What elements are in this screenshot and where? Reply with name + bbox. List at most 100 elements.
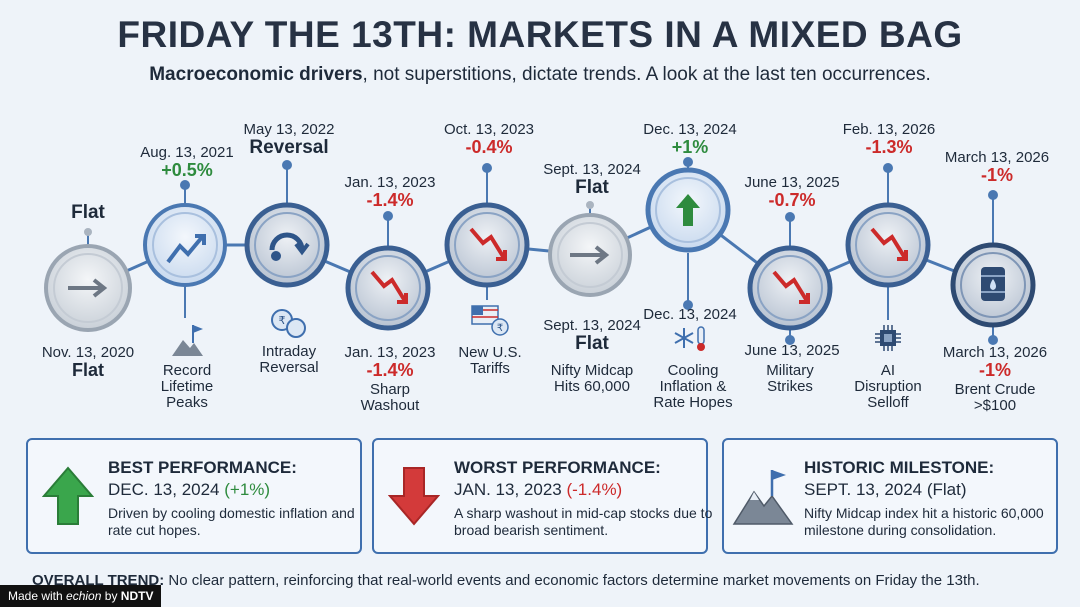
node-oct-2023: [444, 202, 530, 288]
event-description: Brent Crude >$100: [954, 381, 1036, 415]
event-date: May 13, 2022: [243, 121, 335, 138]
event-date: Jan. 13, 2023: [344, 344, 436, 361]
event-sept-2024-desc: Nifty Midcap Hits 60,000: [540, 362, 644, 396]
event-value: Flat: [575, 177, 609, 199]
event-june-2025-desc: Military Strikes: [755, 362, 825, 395]
worst-performance-card: WORST PERFORMANCE: JAN. 13, 2023 (-1.4%)…: [372, 438, 712, 554]
event-nov-2020-top: Flat: [13, 202, 163, 224]
svg-text:₹: ₹: [279, 314, 286, 327]
event-value: Flat: [71, 202, 105, 223]
event-value: -1.3%: [865, 137, 913, 158]
event-june-2025-bottom: June 13, 2025: [717, 342, 867, 359]
card-change: (+1%): [224, 480, 271, 499]
event-aug-2021-top: Aug. 13, 2021 +0.5%: [112, 144, 262, 181]
event-description: Cooling Inflation & Rate Hopes: [653, 362, 733, 412]
node-nov-2020: [44, 244, 132, 332]
event-oct-2023-desc: New U.S. Tariffs: [450, 344, 530, 378]
event-dec-2024-bottom: Dec. 13, 2024: [615, 306, 765, 323]
event-sept-2024-bottom: Sept. 13, 2024 Flat: [517, 317, 667, 355]
event-march-2026-bottom: March 13, 2026 -1%: [920, 344, 1070, 381]
event-date: June 13, 2025: [744, 342, 840, 359]
event-date: March 13, 2026: [942, 344, 1048, 361]
node-june-2025: [747, 245, 833, 331]
node-aug-2021: [143, 203, 227, 287]
timeline-line: [87, 208, 991, 290]
event-date: Dec. 13, 2024: [643, 306, 737, 323]
event-feb-2026-desc: AI Disruption Selloff: [848, 362, 928, 412]
green-up-arrow-icon: [42, 466, 94, 525]
chip-icon: [875, 325, 901, 351]
event-date: Sept. 13, 2024: [543, 161, 641, 178]
best-performance-card: BEST PERFORMANCE: DEC. 13, 2024 (+1%) Dr…: [26, 438, 362, 554]
event-value: +1%: [671, 137, 709, 158]
event-jan-2023-bottom: Jan. 13, 2023 -1.4%: [315, 344, 465, 381]
subtitle-lead: Macroeconomic drivers: [149, 64, 363, 85]
footer-label: OVERALL TREND:: [32, 572, 165, 589]
node-may-2022: [244, 202, 330, 288]
event-value: -1.4%: [366, 360, 414, 381]
event-value: -0.7%: [768, 190, 816, 211]
card-heading: BEST PERFORMANCE:: [108, 458, 297, 477]
event-value: Flat: [71, 360, 104, 381]
historic-milestone-card: HISTORIC MILESTONE: SEPT. 13, 2024 (Flat…: [722, 438, 1058, 554]
card-date-text: JAN. 13, 2023: [454, 480, 562, 499]
card-date-text: SEPT. 13, 2024 (Flat): [804, 480, 967, 499]
badge-partner: NDTV: [120, 589, 154, 603]
event-aug-2021-desc: Record Lifetime Peaks: [148, 362, 226, 412]
card-change: (-1.4%): [566, 480, 623, 499]
page-subtitle: Macroeconomic drivers, not superstitions…: [0, 64, 1080, 86]
event-description: Record Lifetime Peaks: [160, 362, 214, 412]
card-text: A sharp washout in mid-cap stocks due to…: [454, 505, 713, 538]
mountain-flag-icon: [732, 470, 794, 525]
event-description: Nifty Midcap Hits 60,000: [550, 362, 634, 396]
card-date-text: DEC. 13, 2024: [108, 480, 220, 499]
event-may-2022-top: May 13, 2022 Reversal: [214, 121, 364, 159]
event-description: Intraday Reversal: [259, 343, 319, 377]
node-march-2026: [950, 242, 1036, 328]
event-date: Feb. 13, 2026: [842, 121, 936, 138]
card-date: SEPT. 13, 2024 (Flat): [804, 480, 967, 500]
card-date: JAN. 13, 2023 (-1.4%): [454, 480, 622, 500]
event-march-2026-desc: Brent Crude >$100: [945, 381, 1045, 415]
node-dec-2024: [645, 167, 731, 253]
event-jan-2023-desc: Sharp Washout: [350, 381, 430, 415]
event-description: AI Disruption Selloff: [854, 362, 922, 412]
event-date: Jan. 13, 2023: [344, 174, 436, 191]
mountain-flag-icon: [172, 325, 203, 356]
card-text: Nifty Midcap index hit a historic 60,000…: [804, 505, 1044, 538]
badge-brand: echion: [66, 589, 102, 603]
red-down-arrow-icon: [388, 467, 440, 526]
rupee-coins-icon: ₹: [271, 309, 306, 338]
card-heading: HISTORIC MILESTONE:: [804, 458, 995, 477]
page-title: FRIDAY THE 13TH: MARKETS IN A MIXED BAG: [117, 14, 963, 55]
card-heading: WORST PERFORMANCE:: [454, 458, 661, 477]
made-with-badge[interactable]: Made with echion by NDTV: [0, 585, 162, 607]
event-date: Dec. 13, 2024: [643, 121, 737, 138]
event-dec-2024-desc: Cooling Inflation & Rate Hopes: [648, 362, 738, 412]
us-flag-rupee-icon: ₹: [471, 305, 509, 336]
badge-by: by: [104, 589, 118, 603]
subtitle-rest: , not superstitions, dictate trends. A l…: [362, 64, 931, 85]
node-sept-2024: [548, 213, 632, 297]
node-feb-2026: [845, 202, 931, 288]
badge-made-with: Made with: [8, 589, 63, 603]
timeline-graphic: ₹ ₹: [44, 157, 1036, 356]
event-date: Oct. 13, 2023: [443, 121, 535, 138]
event-oct-2023-top: Oct. 13, 2023 -0.4%: [414, 121, 564, 158]
event-value: -0.4%: [465, 137, 513, 158]
node-jan-2023: [345, 245, 431, 331]
event-value: Reversal: [249, 137, 329, 159]
event-description: Sharp Washout: [360, 381, 420, 415]
event-feb-2026-top: Feb. 13, 2026 -1.3%: [814, 121, 964, 158]
event-date: Sept. 13, 2024: [543, 317, 641, 334]
footer-text: No clear pattern, reinforcing that real-…: [168, 572, 980, 589]
event-value: Flat: [575, 333, 609, 355]
event-sept-2024-top: Sept. 13, 2024 Flat: [517, 161, 667, 199]
event-may-2022-desc: Intraday Reversal: [249, 343, 329, 377]
card-date: DEC. 13, 2024 (+1%): [108, 480, 270, 500]
snowflake-thermometer-icon: [674, 326, 705, 351]
event-june-2025-top: June 13, 2025 -0.7%: [717, 174, 867, 211]
event-march-2026-top: March 13, 2026 -1%: [922, 149, 1072, 186]
event-description: New U.S. Tariffs: [458, 344, 522, 378]
event-nov-2020-bottom: Nov. 13, 2020 Flat: [13, 344, 163, 381]
